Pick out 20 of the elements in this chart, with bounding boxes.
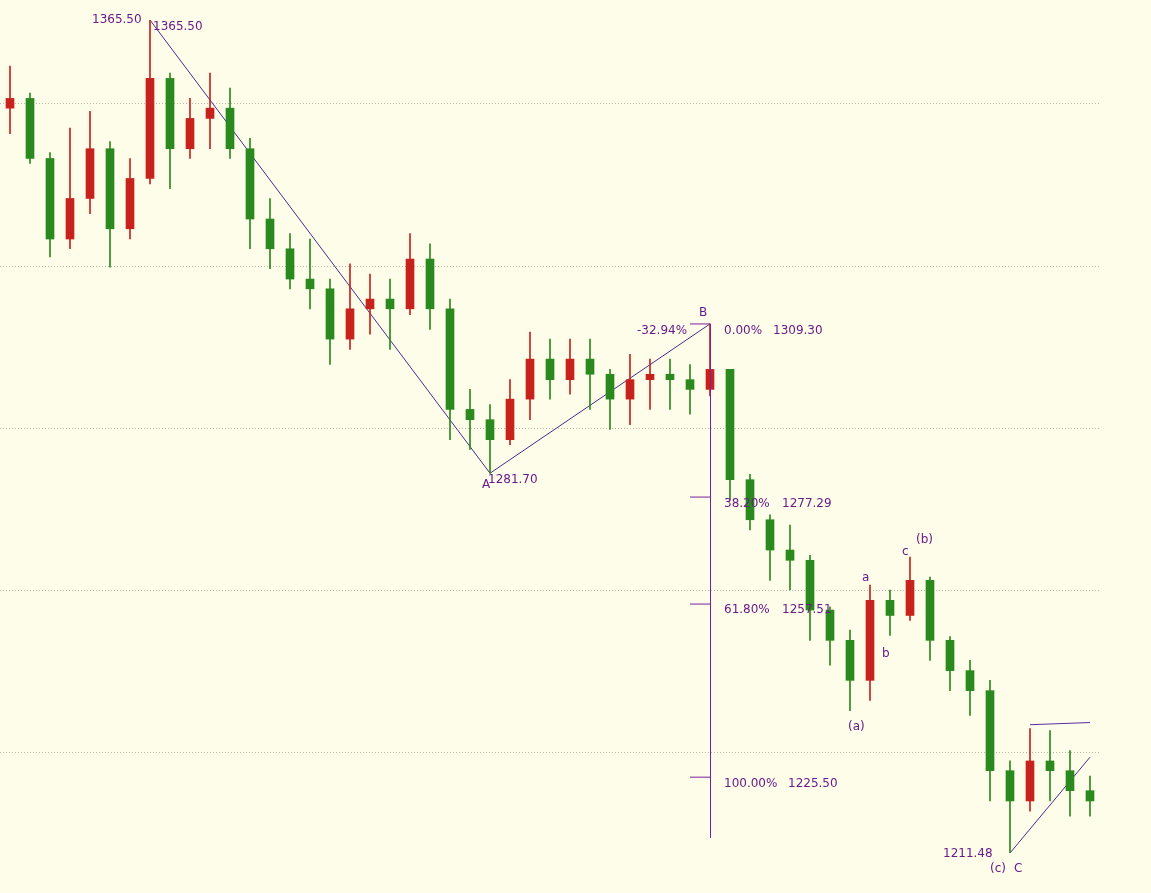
annotation: A	[482, 477, 491, 491]
annotation: 1281.70	[488, 472, 538, 486]
text: (c)	[990, 861, 1006, 875]
annotation: 61.80%	[724, 602, 770, 616]
text: C	[1014, 861, 1023, 875]
annotation: 1365.50	[92, 12, 142, 26]
annotation: 1211.48	[943, 846, 993, 860]
annotation: -32.94%	[637, 323, 688, 337]
annotation: 1309.30	[773, 323, 823, 337]
annotation: B	[699, 305, 708, 319]
annotation: 100.00%	[724, 776, 778, 790]
annotation: (b)	[916, 532, 933, 546]
annotation: b	[882, 646, 890, 660]
annotation: 0.00%	[724, 323, 763, 337]
annotation: 1365.50	[153, 19, 203, 33]
annotation: 1277.29	[782, 496, 832, 510]
annotation: c	[902, 544, 909, 558]
annotation: a	[862, 570, 870, 584]
annotation: 1225.50	[788, 776, 838, 790]
annotation: (a)	[848, 719, 865, 733]
